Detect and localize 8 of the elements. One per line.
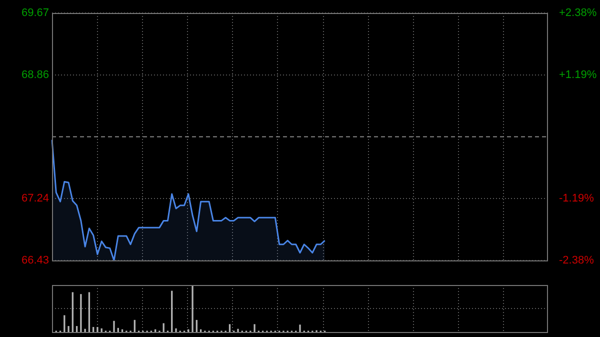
y-tick-label: 66.43 — [21, 254, 49, 266]
y-tick-label: 68.86 — [21, 68, 49, 81]
y2-tick-label: -1.19% — [559, 192, 594, 205]
y2-tick-label: +1.19% — [559, 68, 597, 81]
y-tick-label: 69.67 — [21, 7, 49, 20]
y-tick-label: 67.24 — [21, 192, 49, 205]
y2-tick-label: +2.38% — [559, 7, 597, 20]
y2-tick-label: -2.38% — [559, 254, 594, 266]
